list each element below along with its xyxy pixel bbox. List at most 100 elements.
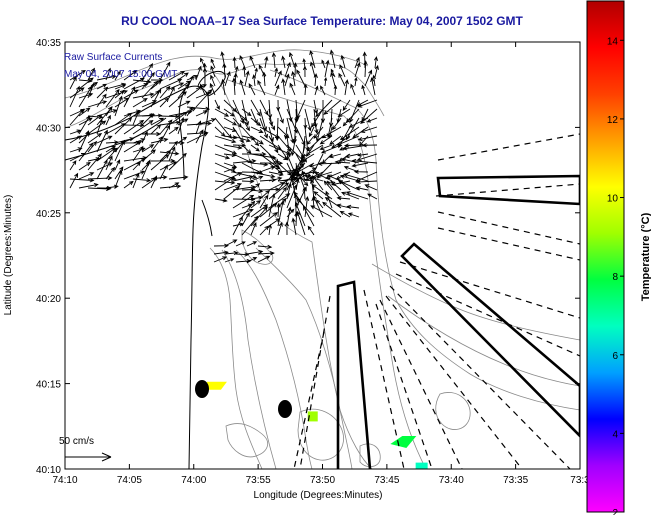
current-vector <box>314 172 333 182</box>
current-vector <box>241 126 260 147</box>
current-vector <box>246 249 264 255</box>
current-vector <box>132 120 154 135</box>
sst-patch <box>307 411 318 422</box>
current-vector <box>284 73 290 87</box>
current-vector <box>250 99 261 117</box>
current-vector <box>299 153 315 163</box>
x-tick-label: 74:00 <box>181 475 206 486</box>
current-vector <box>123 170 146 180</box>
current-vector <box>313 117 319 135</box>
current-vector <box>268 193 291 209</box>
current-vector <box>286 183 292 200</box>
current-vector <box>223 117 238 126</box>
current-vector <box>257 251 275 256</box>
current-vector <box>114 117 133 135</box>
current-vector <box>250 171 276 179</box>
current-vector <box>259 194 269 209</box>
current-vector <box>224 258 235 263</box>
current-vector <box>96 83 108 90</box>
current-vector <box>300 144 324 159</box>
x-tick-label: 73:50 <box>310 475 335 486</box>
current-vector <box>105 145 116 153</box>
current-vector <box>105 155 113 171</box>
current-vector <box>357 153 369 157</box>
current-vector <box>168 86 175 99</box>
current-vector <box>354 62 361 78</box>
current-vector <box>195 110 208 117</box>
current-vector <box>315 199 324 209</box>
current-vector <box>96 86 109 99</box>
current-vector <box>150 80 163 90</box>
current-vector <box>177 136 188 144</box>
current-vector <box>69 129 82 135</box>
current-vector <box>277 186 287 200</box>
current-vector <box>105 67 112 81</box>
current-vector <box>150 158 176 164</box>
current-vector <box>254 67 258 78</box>
current-vector <box>168 82 185 90</box>
current-vector <box>132 145 144 162</box>
survey-box <box>436 174 580 206</box>
current-vector <box>232 158 257 164</box>
current-vector <box>105 88 120 108</box>
colorbar-ticks: 2 4 6 8 10 12 14 <box>607 36 624 515</box>
current-vector <box>250 144 260 152</box>
radial-dashed-lines <box>293 133 580 469</box>
current-vector <box>249 55 256 69</box>
sst-patch <box>415 462 428 469</box>
plot-area <box>65 42 580 469</box>
colorbar-tick-label: 14 <box>607 36 619 47</box>
current-vector <box>324 59 330 78</box>
current-vector <box>209 82 216 96</box>
current-vector <box>223 144 243 150</box>
current-vector <box>141 149 156 162</box>
current-vector <box>296 210 306 236</box>
current-vector <box>312 195 324 218</box>
current-vector <box>277 221 283 236</box>
current-vector <box>354 77 358 87</box>
current-vector <box>224 239 238 247</box>
current-vector <box>241 211 250 227</box>
current-vector <box>268 193 276 218</box>
current-vector <box>311 108 324 128</box>
legend-line-1: Raw Surface Currents <box>64 52 162 63</box>
current-vector <box>244 70 250 87</box>
current-vector <box>343 173 369 182</box>
current-vector <box>114 169 123 189</box>
current-vector <box>210 58 216 69</box>
survey-box <box>336 280 372 469</box>
current-vector <box>150 113 163 118</box>
current-vector <box>223 108 236 117</box>
current-vector <box>195 89 213 108</box>
current-vector <box>199 83 206 96</box>
colorbar-tick-label: 4 <box>612 429 618 440</box>
current-vector <box>214 153 231 160</box>
current-vector <box>114 95 123 117</box>
current-vector <box>336 203 351 209</box>
current-vector <box>268 153 279 169</box>
current-vector <box>168 91 187 108</box>
current-vector <box>78 162 91 171</box>
current-vector <box>78 182 99 189</box>
current-vector <box>294 108 299 124</box>
current-vector <box>304 171 324 181</box>
current-vector <box>232 117 243 128</box>
current-vector <box>360 108 378 124</box>
current-vector <box>250 206 268 227</box>
current-vector <box>345 117 360 141</box>
current-vector <box>334 160 351 165</box>
current-vector <box>78 77 94 90</box>
current-vector <box>78 142 94 162</box>
current-vector <box>186 132 209 144</box>
current-vector <box>241 203 253 209</box>
current-vector <box>177 100 191 108</box>
map-layers <box>65 49 580 469</box>
sst-patches <box>206 381 428 469</box>
current-vector <box>78 107 91 117</box>
current-vector <box>349 99 360 123</box>
current-vector <box>360 126 378 134</box>
current-vector <box>306 135 324 152</box>
current-vector <box>224 250 239 256</box>
current-vector <box>210 74 216 87</box>
current-vector <box>357 135 378 142</box>
